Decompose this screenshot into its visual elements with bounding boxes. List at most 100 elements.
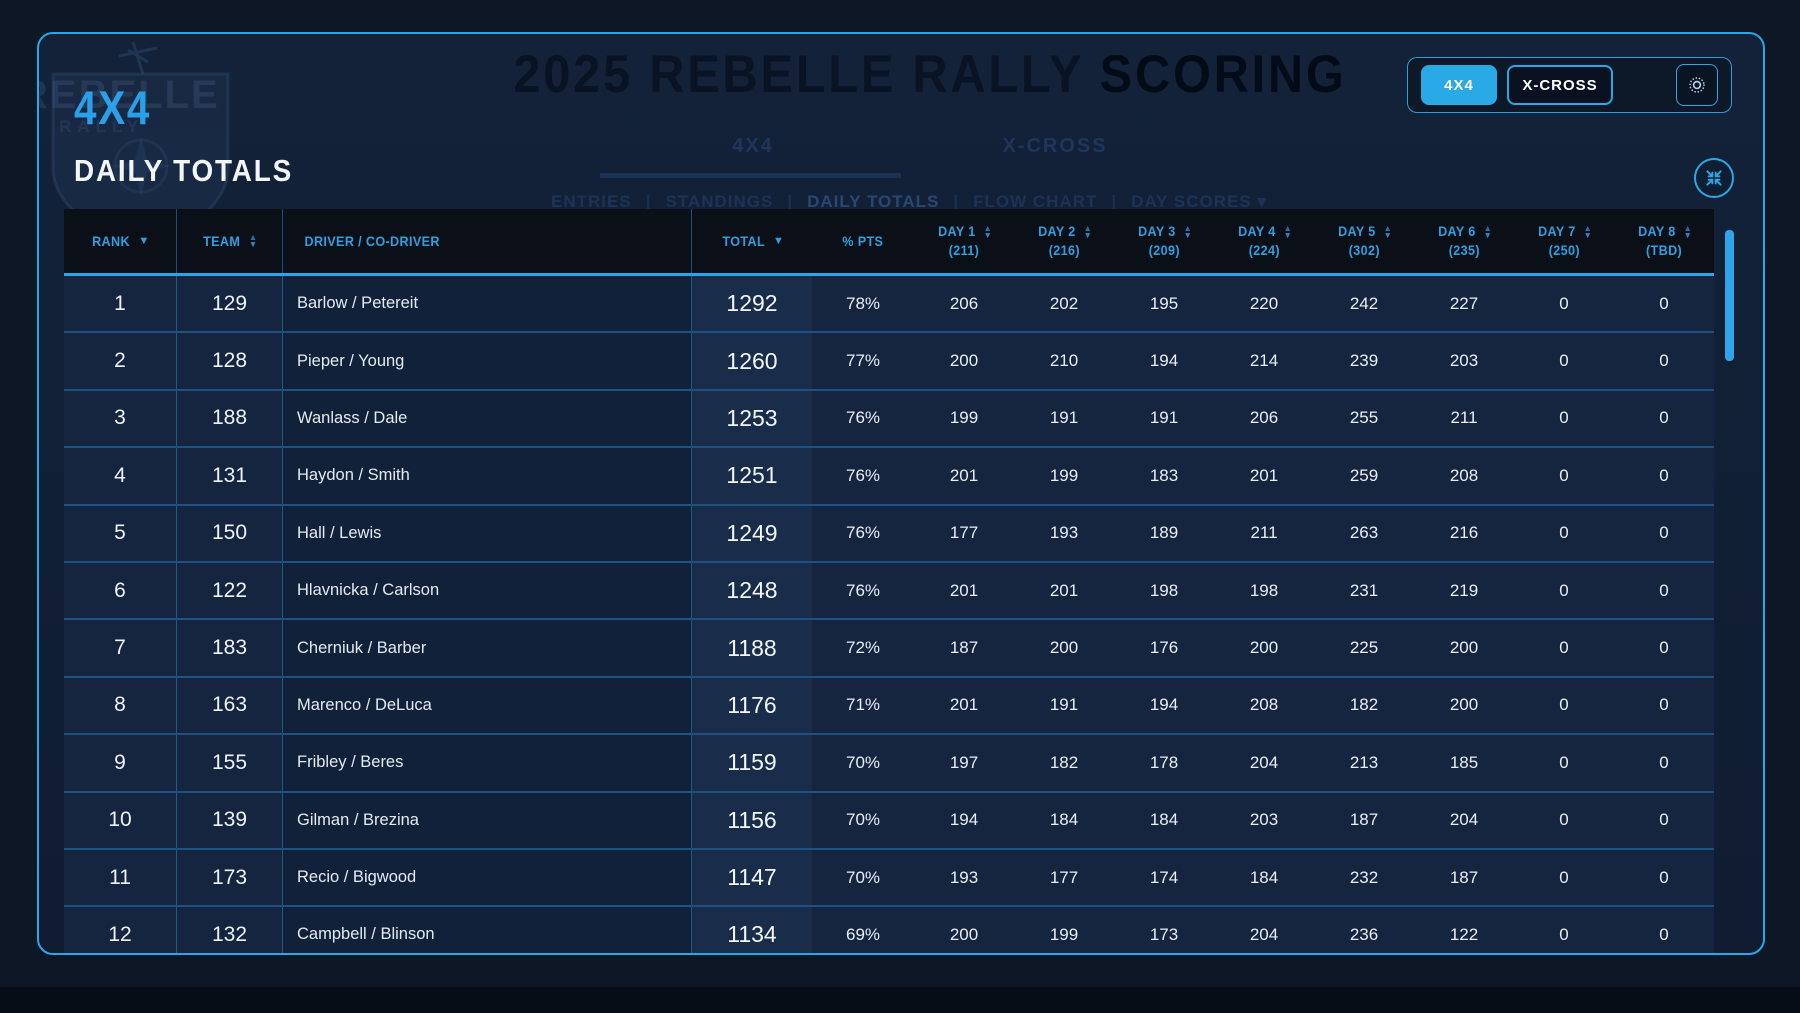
team-cell: 128	[177, 333, 283, 389]
day-7-cell: 0	[1559, 465, 1569, 485]
column-label: DAY 7	[1537, 223, 1576, 239]
pct-pts-cell: 76%	[845, 523, 881, 543]
table-header: RANK ▼ TEAM ▲ ▼ DRIVER / CO-DRIVER TOTAL ▼ % PTS…	[64, 209, 1714, 276]
day-6-cell: 211	[1450, 408, 1478, 428]
column-header-day-8[interactable]: DAY 8 ▲ ▼ (TBD)	[1614, 209, 1714, 273]
table-row: 3 188 Wanlass / Dale 1253 76% 199 191 191 206 255…	[64, 388, 1714, 447]
total-cell: 1292	[692, 276, 812, 332]
collapse-fullscreen-button[interactable]	[1694, 158, 1734, 198]
day-1-cell: 193	[949, 867, 979, 887]
day-7-cell: 0	[1559, 408, 1569, 428]
pct-pts-cell: 76%	[845, 465, 881, 485]
sort-both-icon: ▲ ▼	[1283, 222, 1293, 240]
rank-cell: 12	[64, 907, 177, 953]
day-1-cell: 200	[949, 351, 979, 371]
brightness-toggle-button[interactable]	[1676, 64, 1718, 106]
team-cell: 173	[177, 849, 283, 906]
pct-pts-cell: 78%	[845, 293, 881, 313]
day-3-cell: 191	[1149, 408, 1179, 428]
class-toggle-group: 4X4 X-CROSS	[1407, 57, 1732, 113]
rank-cell: 3	[64, 390, 177, 447]
day-4-cell: 201	[1249, 465, 1279, 485]
rank-cell: 9	[64, 735, 177, 791]
pct-pts-cell: 71%	[845, 695, 881, 715]
column-header-day-3[interactable]: DAY 3 ▲ ▼ (209)	[1114, 209, 1214, 273]
column-header-day-2[interactable]: DAY 2 ▲ ▼ (216)	[1014, 209, 1114, 273]
day-2-cell: 191	[1049, 695, 1079, 715]
pct-pts-cell: 70%	[845, 810, 881, 830]
table-row: 7 183 Cherniuk / Barber 1188 72% 187 200 176 200…	[64, 618, 1714, 676]
column-label: RANK	[92, 232, 131, 249]
day-3-cell: 183	[1149, 465, 1179, 485]
day-7-cell: 0	[1559, 523, 1569, 543]
table-row: 12 132 Campbell / Blinson 1134 69% 200 199 173 2…	[64, 905, 1714, 953]
watermark-tab-xcross: X-CROSS	[1002, 135, 1108, 157]
driver-cell: Hall / Lewis	[283, 505, 692, 561]
team-cell: 155	[177, 735, 283, 791]
day-6-cell: 219	[1449, 580, 1479, 600]
driver-cell: Cherniuk / Barber	[283, 620, 692, 676]
team-cell: 122	[177, 562, 283, 619]
day-2-cell: 200	[1049, 638, 1079, 658]
table-row: 10 139 Gilman / Brezina 1156 70% 194 184 184 203…	[64, 790, 1714, 848]
column-header-rank[interactable]: RANK ▼	[64, 209, 177, 273]
day-6-cell: 208	[1449, 465, 1479, 485]
toggle-4x4-button[interactable]: 4X4	[1421, 65, 1497, 105]
day-1-cell: 197	[949, 752, 979, 772]
day-3-cell: 173	[1149, 924, 1179, 944]
driver-cell: Pieper / Young	[283, 333, 692, 389]
column-header-day-4[interactable]: DAY 4 ▲ ▼ (224)	[1214, 209, 1314, 273]
team-cell: 150	[177, 505, 283, 561]
column-header-team[interactable]: TEAM ▲ ▼	[177, 209, 283, 273]
rank-cell: 10	[64, 792, 177, 848]
day-4-cell: 206	[1249, 408, 1279, 428]
column-header-day-5[interactable]: DAY 5 ▲ ▼ (302)	[1314, 209, 1414, 273]
driver-cell: Campbell / Blinson	[283, 907, 692, 953]
day-4-cell: 198	[1249, 580, 1279, 600]
day-2-cell: 199	[1049, 465, 1079, 485]
day-6-cell: 200	[1449, 638, 1479, 658]
column-header-total[interactable]: TOTAL ▼	[692, 209, 812, 273]
team-cell: 183	[177, 620, 283, 676]
team-cell: 132	[177, 907, 283, 953]
day-8-cell: 0	[1659, 810, 1669, 830]
pct-pts-cell: 70%	[845, 867, 881, 887]
column-header-day-7[interactable]: DAY 7 ▲ ▼ (250)	[1514, 209, 1614, 273]
day-2-cell: 210	[1049, 351, 1079, 371]
day-3-cell: 194	[1149, 351, 1179, 371]
sort-both-icon: ▲ ▼	[1183, 222, 1193, 240]
day-5-cell: 255	[1349, 408, 1379, 428]
day-3-cell: 184	[1149, 810, 1179, 830]
bottom-edge-band	[0, 987, 1800, 1013]
watermark-tab-4x4: 4X4	[732, 135, 774, 157]
day-6-cell: 185	[1449, 752, 1479, 772]
column-label: DAY 6	[1437, 223, 1476, 239]
day-1-cell: 201	[949, 695, 979, 715]
day-7-cell: 0	[1559, 867, 1569, 887]
day-1-cell: 187	[949, 638, 979, 658]
day-3-cell: 189	[1149, 523, 1179, 543]
team-cell: 163	[177, 677, 283, 734]
day-6-cell: 216	[1449, 523, 1479, 543]
total-cell: 1147	[692, 849, 812, 906]
day-5-cell: 236	[1349, 924, 1379, 944]
total-cell: 1248	[692, 562, 812, 619]
column-header-day-1[interactable]: DAY 1 ▲ ▼ (211)	[914, 209, 1014, 273]
rank-cell: 11	[64, 849, 177, 906]
day-3-cell: 174	[1149, 867, 1179, 887]
toggle-xcross-button[interactable]: X-CROSS	[1507, 65, 1613, 105]
sort-both-icon: ▲ ▼	[1683, 222, 1693, 240]
driver-cell: Fribley / Beres	[283, 735, 692, 791]
vertical-scrollbar[interactable]	[1725, 230, 1734, 361]
column-label: TEAM	[203, 232, 241, 249]
day-7-cell: 0	[1559, 580, 1569, 600]
day-4-cell: 214	[1249, 351, 1279, 371]
driver-cell: Wanlass / Dale	[283, 390, 692, 447]
sort-desc-icon: ▼	[773, 234, 785, 247]
day-8-cell: 0	[1659, 408, 1669, 428]
day-6-cell: 227	[1449, 293, 1479, 313]
table-row: 8 163 Marenco / DeLuca 1176 71% 201 191 194 208 1…	[64, 675, 1714, 734]
day-2-cell: 193	[1049, 523, 1079, 543]
column-header-day-6[interactable]: DAY 6 ▲ ▼ (235)	[1414, 209, 1514, 273]
table-row: 2 128 Pieper / Young 1260 77% 200 210 194 214 239…	[64, 331, 1714, 389]
